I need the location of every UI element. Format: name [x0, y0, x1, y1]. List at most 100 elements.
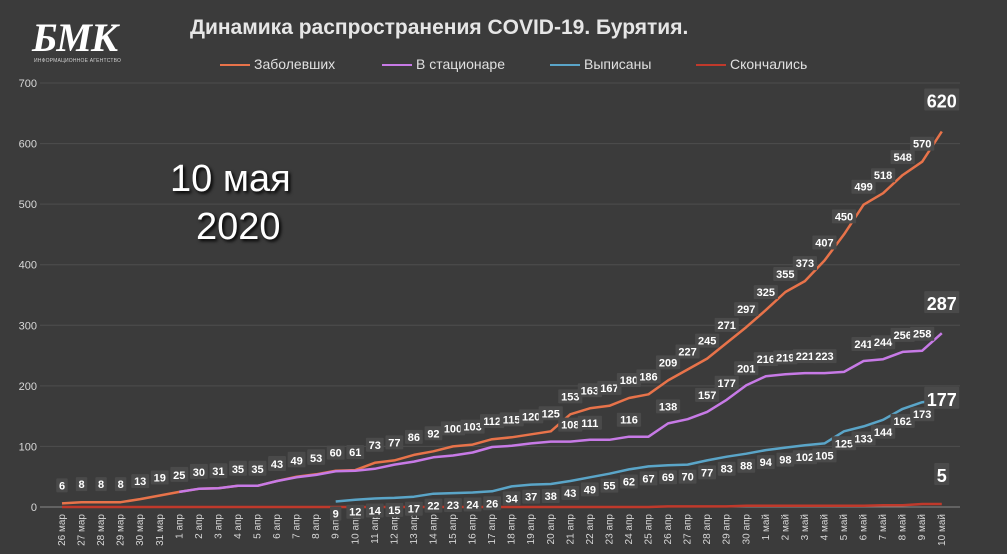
- x-tick-label: 15 апр: [448, 514, 459, 545]
- data-label-infected: 92: [427, 428, 439, 440]
- data-label-bg: [924, 386, 960, 409]
- data-label-bg: [499, 412, 524, 427]
- x-tick-label: 1 апр: [174, 514, 185, 539]
- data-label-bg: [440, 421, 466, 436]
- x-tick-label: 20 апр: [546, 514, 557, 545]
- data-label-bg: [483, 496, 501, 511]
- data-label-discharged: 37: [525, 492, 537, 504]
- data-label-discharged: 173: [913, 409, 931, 421]
- data-label-infected: 103: [463, 422, 481, 434]
- data-label-bg: [871, 168, 896, 183]
- legend-label-infected: Заболевших: [254, 56, 336, 72]
- legend-item-infected: Заболевших: [220, 56, 335, 76]
- x-tick-label: 28 мар: [96, 514, 107, 546]
- x-tick-label: 22 апр: [585, 514, 596, 545]
- legend-label-discharged: Выписаны: [584, 56, 652, 72]
- data-label-discharged: 24: [466, 499, 479, 511]
- data-label-bg: [924, 291, 960, 314]
- legend-label-died: Скончались: [730, 56, 808, 72]
- data-label-discharged: 70: [681, 472, 693, 484]
- data-label-discharged: 69: [662, 472, 674, 484]
- data-label-hospital: 241: [854, 339, 872, 351]
- data-label-bg: [812, 448, 837, 463]
- data-label-infected: 125: [542, 408, 560, 420]
- data-label-bg: [405, 501, 423, 516]
- data-label-bg: [365, 503, 384, 518]
- data-label-bg: [307, 450, 326, 465]
- data-label-infected: 115: [503, 414, 521, 426]
- data-label-bg: [639, 471, 658, 486]
- data-label-bg: [678, 469, 697, 484]
- legend-line-infected: [220, 64, 250, 67]
- data-label-bg: [577, 383, 602, 398]
- data-label-bg: [330, 506, 342, 521]
- x-tick-label: 9 апр: [331, 514, 342, 539]
- x-axis: 26 мар 27 мар 28 мар 29 мар 30 мар 31 мар 1 ап…: [57, 514, 948, 546]
- data-label-discharged: 105: [815, 450, 833, 462]
- data-label-hospital: 116: [620, 415, 638, 427]
- data-label-infected: 325: [757, 287, 775, 299]
- data-label-infected: 570: [913, 139, 931, 151]
- legend-item-died: Скончались: [696, 56, 807, 76]
- x-tick-label: 5 май: [839, 514, 850, 540]
- data-label-bg: [229, 461, 247, 476]
- data-label-bg: [558, 389, 583, 404]
- x-tick-label: 3 апр: [213, 514, 224, 539]
- data-label-bg: [522, 489, 541, 504]
- y-tick-label: 600: [19, 139, 37, 151]
- data-label-bg: [890, 413, 915, 428]
- data-label-bg: [734, 361, 759, 376]
- data-label-bg: [734, 302, 759, 317]
- data-label-infected: 8: [78, 479, 84, 491]
- data-label-infected: 620: [927, 91, 957, 111]
- x-tick-label: 27 мар: [77, 514, 88, 546]
- data-label-discharged: 177: [927, 390, 957, 410]
- data-label-bg: [346, 445, 365, 460]
- data-label-bg: [170, 467, 189, 482]
- data-label-bg: [326, 445, 345, 460]
- data-label-bg: [131, 474, 150, 489]
- data-label-bg: [851, 431, 876, 446]
- data-label-bg: [756, 455, 775, 470]
- data-label-discharged: 125: [835, 438, 853, 450]
- data-label-discharged: 88: [740, 461, 752, 473]
- data-label-infected: 245: [698, 336, 716, 348]
- data-label-bg: [189, 464, 208, 479]
- y-tick-label: 700: [19, 78, 37, 90]
- data-label-bg: [714, 375, 739, 390]
- data-label-hospital: 219: [776, 352, 794, 364]
- data-label-bg: [405, 429, 423, 444]
- data-label-discharged: 83: [721, 464, 733, 476]
- date-annotation-day: 10 мая: [170, 158, 291, 200]
- series-line-discharged: [335, 398, 942, 503]
- data-label-bg: [717, 461, 736, 476]
- data-label-infected: 6: [59, 480, 65, 492]
- data-label-bg: [56, 478, 68, 493]
- data-label-bg: [636, 369, 661, 384]
- data-label-discharged: 94: [760, 457, 773, 469]
- x-tick-label: 9 май: [917, 514, 928, 540]
- data-label-hospital: 201: [737, 363, 755, 375]
- data-label-discharged: 38: [545, 491, 557, 503]
- chart-title: Динамика распространения COVID-19. Бурят…: [190, 16, 689, 39]
- x-tick-label: 4 май: [819, 514, 830, 540]
- data-label-bg: [114, 477, 127, 492]
- data-label-bg: [424, 498, 443, 513]
- x-tick-label: 10 апр: [350, 514, 361, 545]
- data-label-bg: [385, 435, 404, 450]
- data-label-bg: [600, 478, 619, 493]
- data-label-bg: [597, 380, 622, 395]
- y-tick-label: 400: [19, 260, 37, 272]
- data-label-discharged: 133: [854, 433, 872, 445]
- data-label-bg: [561, 485, 580, 500]
- data-label-bg: [209, 464, 228, 479]
- data-label-hospital: 287: [927, 294, 957, 314]
- data-label-bg: [385, 502, 404, 517]
- data-label-discharged: 62: [623, 476, 635, 488]
- data-label-bg: [910, 136, 935, 151]
- data-labels: 6888131925303135354350546061737786921001…: [56, 88, 960, 521]
- x-tick-label: 26 мар: [57, 514, 68, 546]
- data-label-infected: 518: [874, 170, 892, 182]
- x-tick-label: 6 апр: [272, 514, 283, 539]
